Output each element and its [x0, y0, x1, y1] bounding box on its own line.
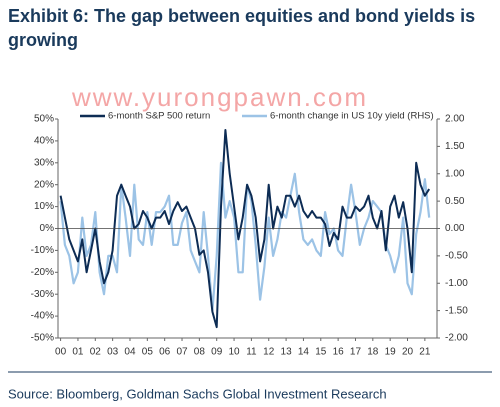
y-tick-label: -30%	[31, 289, 54, 300]
x-tick-label: 07	[176, 347, 188, 358]
y-tick-label: -40%	[31, 311, 54, 322]
x-tick-label: 01	[72, 347, 84, 358]
y-tick-label: 40%	[34, 136, 54, 147]
x-tick-label: 11	[246, 347, 257, 358]
y2-tick-label: 1.00	[445, 168, 465, 179]
y2-tick-label: -1.00	[445, 278, 468, 289]
y-tick-label: -50%	[31, 333, 54, 344]
x-tick-label: 12	[263, 347, 275, 358]
source: Source: Bloomberg, Goldman Sachs Global …	[8, 386, 387, 401]
x-tick-label: 14	[298, 347, 310, 358]
y-tick-label: 0%	[40, 223, 55, 234]
x-tick-label: 19	[385, 347, 397, 358]
y-tick-label: 10%	[34, 201, 54, 212]
y2-tick-label: -2.00	[445, 333, 468, 344]
series-line	[59, 129, 431, 329]
y2-tick-label: -0.50	[445, 251, 468, 262]
x-tick-label: 08	[194, 347, 206, 358]
chart-title: Exhibit 6: The gap between equities and …	[8, 6, 476, 50]
x-tick-label: 00	[55, 347, 67, 358]
y-tick-label: 30%	[34, 157, 54, 168]
x-tick-label: 18	[367, 347, 379, 358]
x-tick-label: 15	[315, 347, 327, 358]
x-tick-label: 04	[124, 347, 136, 358]
x-tick-label: 16	[333, 347, 345, 358]
y2-tick-label: 0.00	[445, 223, 465, 234]
y-tick-label: -20%	[31, 267, 54, 278]
y-tick-label: 20%	[34, 179, 54, 190]
watermark: www.yurongpawn.com	[71, 82, 368, 112]
x-tick-label: 02	[90, 347, 102, 358]
x-tick-label: 17	[350, 347, 362, 358]
y2-tick-label: 1.50	[445, 141, 465, 152]
x-tick-label: 05	[142, 347, 154, 358]
x-tick-label: 10	[228, 347, 240, 358]
legend-label: 6-month change in US 10y yield (RHS)	[270, 111, 434, 122]
x-tick-label: 20	[402, 347, 414, 358]
x-tick-label: 06	[159, 347, 171, 358]
x-tick-label: 21	[419, 347, 431, 358]
title-box: Exhibit 6: The gap between equities and …	[8, 6, 476, 50]
y-tick-label: -10%	[31, 245, 54, 256]
x-tick-label: 09	[211, 347, 223, 358]
x-tick-label: 13	[281, 347, 293, 358]
x-tick-label: 03	[107, 347, 119, 358]
y-tick-label: 50%	[34, 114, 54, 125]
legend-label: 6-month S&P 500 return	[108, 111, 210, 122]
y2-tick-label: 2.00	[445, 114, 465, 125]
y2-tick-label: -1.50	[445, 305, 468, 316]
series-line	[59, 161, 431, 312]
y2-tick-label: 0.50	[445, 196, 465, 207]
